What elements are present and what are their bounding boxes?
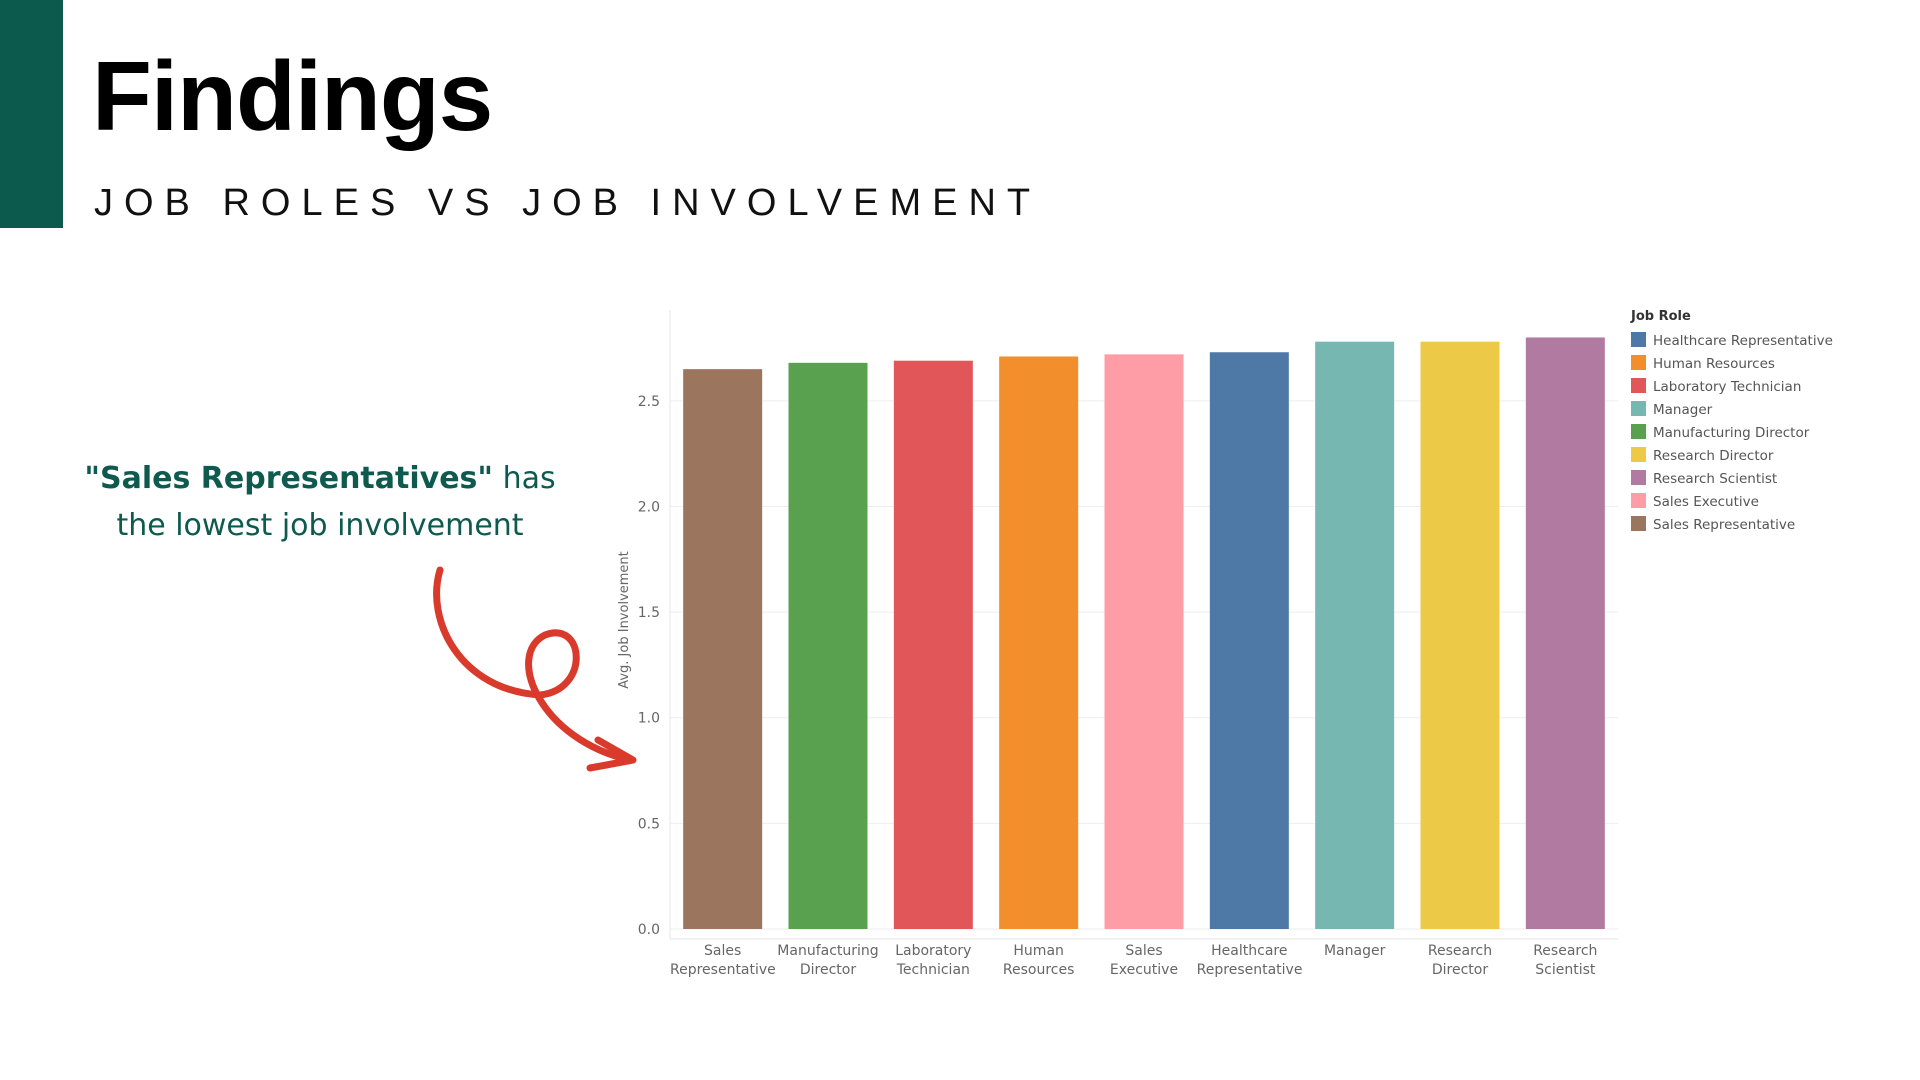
x-tick-label: Human Resources (1002, 943, 1075, 978)
legend-label: Sales Representative (1653, 517, 1795, 533)
legend-swatch (1631, 355, 1646, 370)
bar (788, 362, 868, 930)
legend-label: Laboratory Technician (1653, 379, 1801, 395)
legend-swatch (1631, 424, 1646, 439)
bar (1315, 341, 1395, 929)
annotation: "Sales Representatives" has the lowest j… (70, 455, 570, 549)
y-tick-label: 0.5 (638, 816, 660, 832)
y-tick-label: 0.0 (638, 922, 660, 938)
y-tick-label: 1.5 (638, 605, 660, 621)
legend-swatch (1631, 378, 1646, 393)
x-tick-label: Sales Executive (1109, 943, 1179, 978)
bar (999, 356, 1079, 930)
x-tick-label: Healthcare Representative (1196, 943, 1303, 978)
bar (1104, 354, 1184, 929)
bar (1420, 341, 1500, 929)
slide-subtitle: JOB ROLES VS JOB INVOLVEMENT (94, 182, 1042, 224)
y-axis-label: Avg. Job Involvement (617, 551, 632, 689)
x-tick-label: Manager (1323, 943, 1386, 959)
bar (683, 369, 763, 930)
annotation-text: has the lowest job involvement (116, 461, 556, 543)
annotation-bold: "Sales Representatives" (84, 461, 494, 496)
legend-label: Human Resources (1653, 356, 1775, 372)
legend-swatch (1631, 401, 1646, 416)
bar (893, 360, 973, 929)
x-tick-label: Research Director (1427, 943, 1493, 978)
y-tick-label: 2.0 (638, 499, 660, 515)
legend-label: Research Scientist (1653, 471, 1777, 487)
legend-swatch (1631, 332, 1646, 347)
legend-title: Job Role (1630, 309, 1691, 324)
arrow (433, 566, 634, 764)
legend-label: Research Director (1653, 448, 1774, 464)
legend-label: Manager (1653, 402, 1713, 418)
accent-bar (0, 0, 63, 228)
legend-swatch (1631, 516, 1646, 531)
arrow-head (586, 736, 637, 772)
slide-title: Findings (92, 41, 493, 151)
legend-swatch (1631, 447, 1646, 462)
legend-label: Healthcare Representative (1653, 333, 1833, 349)
x-tick-label: Laboratory Technician (895, 943, 972, 978)
x-tick-label: Manufacturing Director (777, 943, 879, 978)
x-tick-label: Sales Representative (670, 943, 776, 978)
bar (1525, 337, 1605, 929)
y-tick-label: 2.5 (638, 394, 660, 410)
x-tick-label: Research Scientist (1533, 943, 1598, 978)
bar (1209, 352, 1289, 929)
legend-swatch (1631, 493, 1646, 508)
legend-swatch (1631, 470, 1646, 485)
legend-label: Sales Executive (1653, 494, 1759, 510)
y-tick-label: 1.0 (638, 711, 660, 727)
legend-label: Manufacturing Director (1653, 425, 1810, 441)
